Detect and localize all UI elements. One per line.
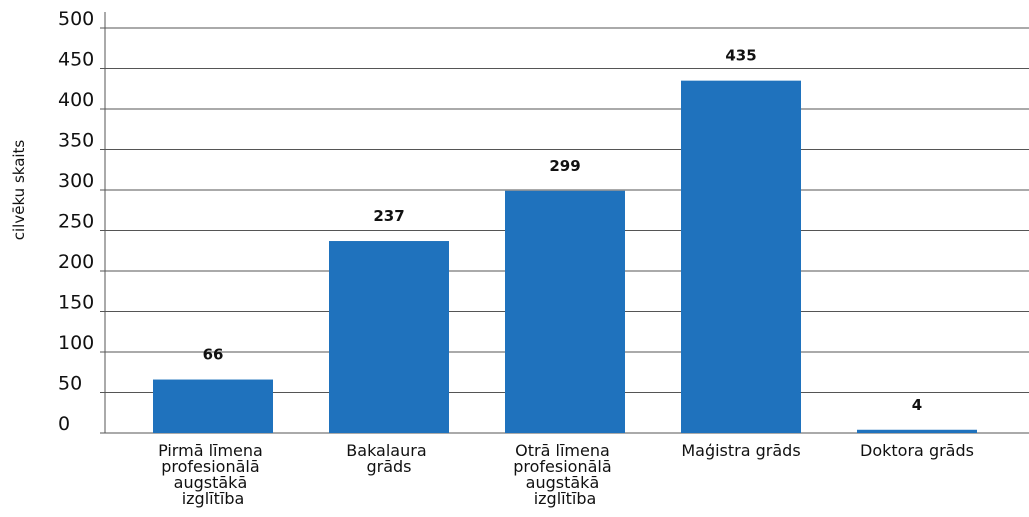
bar (329, 241, 449, 433)
y-tick-label: 0 (58, 413, 70, 435)
y-tick-label: 300 (58, 170, 94, 192)
value-label: 237 (373, 207, 404, 225)
value-label: 435 (725, 47, 756, 65)
y-tick-label: 350 (58, 130, 94, 152)
y-axis-label: cilvēku skaits (10, 140, 28, 241)
bar (505, 190, 625, 433)
x-tick-label: Bakalaura grāds (346, 441, 431, 476)
y-tick-label: 500 (58, 8, 94, 30)
value-label: 299 (549, 157, 580, 175)
y-tick-label: 100 (58, 332, 94, 354)
y-tick-label: 200 (58, 251, 94, 273)
x-tick-label: Maģistra grāds (681, 441, 800, 460)
y-tick-label: 150 (58, 292, 94, 314)
value-label: 4 (912, 396, 922, 414)
y-tick-label: 50 (58, 373, 82, 395)
y-tick-label: 250 (58, 211, 94, 233)
y-tick-label: 400 (58, 89, 94, 111)
x-tick-label: Pirmā līmena profesionālā augstākā izglī… (158, 441, 268, 508)
bar (681, 80, 801, 434)
bar (857, 429, 977, 433)
y-tick-label: 450 (58, 49, 94, 71)
x-tick-label: Doktora grāds (860, 441, 974, 460)
bar (153, 379, 273, 433)
value-label: 66 (203, 346, 224, 364)
x-tick-label: Otrā līmena profesionālā augstākā izglīt… (513, 441, 617, 508)
